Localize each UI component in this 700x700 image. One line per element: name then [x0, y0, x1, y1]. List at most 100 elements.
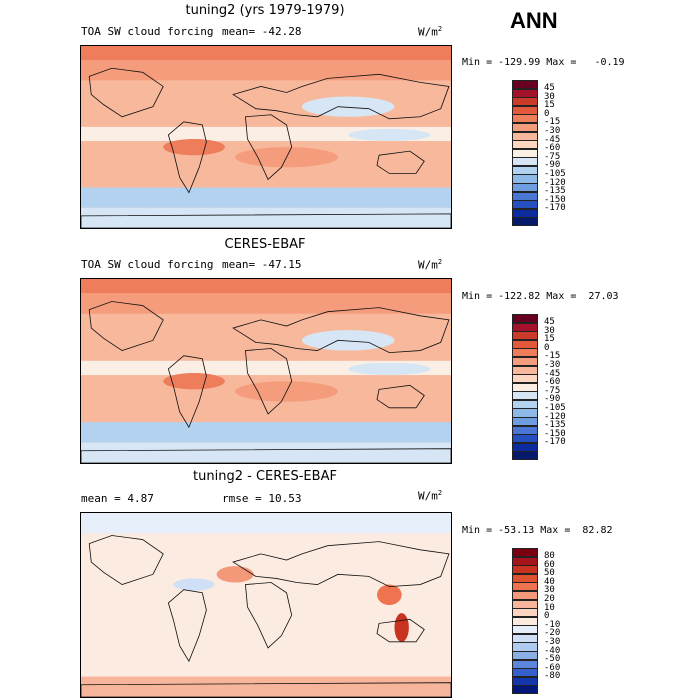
colorbar-swatch	[512, 573, 538, 583]
colorbar-label: 50	[544, 568, 555, 579]
colorbar-label: -75	[544, 151, 561, 162]
colorbar-label: -90	[544, 160, 561, 171]
colorbar-label: -60	[544, 377, 561, 388]
colorbar-swatch	[512, 97, 538, 107]
colorbar-swatch	[512, 191, 538, 201]
colorbar-label: 60	[544, 559, 555, 570]
colorbar-label: -30	[544, 360, 561, 371]
colorbar-label: -45	[544, 134, 561, 145]
colorbar-label: -150	[544, 194, 566, 205]
colorbar-label: -150	[544, 428, 566, 439]
colorbar-swatch	[512, 382, 538, 392]
panel1-map-canvas	[81, 46, 451, 228]
panel3-minmax: Min = -53.13 Max = 82.82	[462, 525, 613, 536]
colorbar-label: -15	[544, 351, 561, 362]
colorbar-swatch	[512, 208, 538, 218]
colorbar-label: -60	[544, 143, 561, 154]
colorbar-swatch	[512, 417, 538, 427]
colorbar-swatch	[512, 659, 538, 669]
colorbar-swatch	[512, 616, 538, 626]
colorbar-swatch	[512, 625, 538, 635]
colorbar-swatch	[512, 105, 538, 115]
colorbar-label: -105	[544, 168, 566, 179]
colorbar-label: 30	[544, 91, 555, 102]
colorbar-label: 15	[544, 100, 555, 111]
colorbar-swatch	[512, 590, 538, 601]
colorbar-swatch	[512, 676, 538, 686]
colorbar-swatch	[512, 556, 538, 566]
panel1-minmax: Min = -129.99 Max = -0.19	[462, 57, 625, 68]
colorbar-swatch	[512, 114, 538, 124]
colorbar-swatch	[512, 339, 538, 349]
colorbar-swatch	[512, 148, 538, 158]
panel1-variable: TOA SW cloud forcing	[81, 25, 214, 38]
colorbar-swatch	[512, 140, 538, 150]
colorbar-label: -50	[544, 654, 561, 665]
panel1-title: tuning2 (yrs 1979-1979)	[185, 3, 345, 18]
colorbar-swatch	[512, 408, 538, 418]
colorbar-label: -40	[544, 645, 561, 656]
colorbar-swatch	[512, 391, 538, 401]
colorbar-swatch	[512, 356, 538, 367]
panel2-title: CERES-EBAF	[224, 237, 306, 252]
colorbar-label: -120	[544, 411, 566, 422]
colorbar-label: 80	[544, 551, 555, 562]
panel3-units: W/m2	[418, 489, 443, 503]
colorbar-swatch	[512, 157, 538, 167]
colorbar-swatch	[512, 633, 538, 643]
colorbar-label: 10	[544, 602, 555, 613]
colorbar-label: -90	[544, 394, 561, 405]
colorbar-swatch	[512, 642, 538, 652]
colorbar-label: 15	[544, 334, 555, 345]
season-label: ANN	[510, 8, 558, 33]
colorbar-swatch	[512, 374, 538, 384]
colorbar-swatch	[512, 348, 538, 358]
colorbar-label: -170	[544, 437, 566, 448]
colorbar-swatch	[512, 183, 538, 193]
panel3-colorbar: 80 60 50 40 30 20 10 0 -10 -20 -30 -40 -50 -60 -80	[512, 548, 572, 695]
colorbar-label: -120	[544, 177, 566, 188]
colorbar-swatch	[512, 331, 538, 341]
colorbar-swatch	[512, 608, 538, 618]
colorbar-swatch	[512, 582, 538, 592]
panel2-colorbar: 45 30 15 0 -15 -30 -45 -60 -75 -90 -105 -120 -135 -15…	[512, 314, 572, 461]
colorbar-label: 40	[544, 576, 555, 587]
colorbar-label: 45	[544, 83, 555, 94]
colorbar-label: -75	[544, 385, 561, 396]
colorbar-label: -60	[544, 662, 561, 673]
panel3-title: tuning2 - CERES-EBAF	[193, 469, 337, 484]
colorbar-swatch	[512, 599, 538, 609]
panel1-mean: mean= -42.28	[222, 25, 302, 38]
colorbar-swatch	[512, 668, 538, 678]
colorbar-swatch	[512, 425, 538, 435]
panel2-units: W/m2	[418, 258, 443, 272]
colorbar-label: -15	[544, 117, 561, 128]
colorbar-swatch	[512, 174, 538, 184]
colorbar-label: 30	[544, 325, 555, 336]
colorbar-label: -135	[544, 420, 566, 431]
colorbar-swatch	[512, 434, 538, 444]
panel2-minmax: Min = -122.82 Max = 27.03	[462, 291, 619, 302]
colorbar-label: -80	[544, 671, 561, 682]
colorbar-label: -135	[544, 186, 566, 197]
colorbar-label: -30	[544, 126, 561, 137]
colorbar-swatch	[512, 548, 538, 558]
panel3-map	[80, 512, 452, 698]
colorbar-label: 20	[544, 594, 555, 605]
colorbar-label: 0	[544, 342, 550, 353]
colorbar-swatch	[512, 451, 538, 461]
colorbar-swatch	[512, 217, 538, 227]
colorbar-label: 0	[544, 108, 550, 119]
colorbar-swatch	[512, 565, 538, 575]
colorbar-swatch	[512, 200, 538, 210]
colorbar-swatch	[512, 365, 538, 375]
colorbar-swatch	[512, 685, 538, 695]
colorbar-swatch	[512, 88, 538, 98]
panel2-variable: TOA SW cloud forcing	[81, 258, 214, 271]
colorbar-swatch	[512, 399, 538, 409]
panel1-units: W/m2	[418, 25, 443, 39]
panel1-colorbar: 45 30 15 0 -15 -30 -45 -60 -75 -90 -105 -120 -135 -15…	[512, 80, 572, 227]
colorbar-label: 30	[544, 585, 555, 596]
colorbar-swatch	[512, 322, 538, 332]
panel2-map	[80, 278, 452, 464]
